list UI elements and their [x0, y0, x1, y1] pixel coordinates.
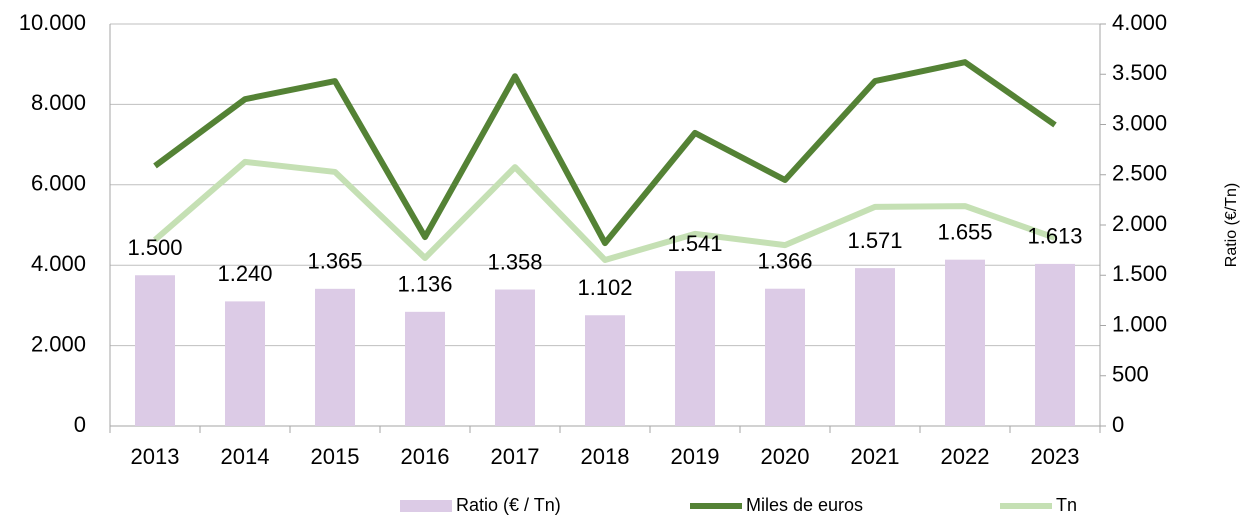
data-label: 1.655 — [937, 219, 992, 244]
bar — [945, 259, 985, 426]
data-label: 1.240 — [217, 261, 272, 286]
y2-tick-label: 1.000 — [1112, 311, 1167, 336]
bar — [675, 271, 715, 426]
x-tick-label: 2015 — [311, 444, 360, 469]
data-label: 1.365 — [307, 249, 362, 274]
line-series — [153, 158, 1056, 263]
data-label: 1.102 — [577, 275, 632, 300]
y2-tick-label: 3.000 — [1112, 110, 1167, 135]
y-tick-label: 4.000 — [31, 251, 86, 276]
x-tick-label: 2014 — [221, 444, 270, 469]
x-tick-label: 2023 — [1031, 444, 1080, 469]
y2-tick-label: 0 — [1112, 412, 1124, 437]
x-tick-label: 2017 — [491, 444, 540, 469]
y2-tick-label: 4.000 — [1112, 10, 1167, 35]
x-tick-label: 2016 — [401, 444, 450, 469]
bar — [315, 288, 355, 426]
x-tick-label: 2013 — [131, 444, 180, 469]
bar — [855, 268, 895, 426]
y2-tick-label: 2.000 — [1112, 211, 1167, 236]
y-tick-label: 0 — [74, 412, 86, 437]
legend-text: Tn — [1056, 495, 1077, 515]
legend-swatch — [400, 500, 452, 512]
bar — [495, 289, 535, 426]
data-label: 1.366 — [757, 249, 812, 274]
x-tick-label: 2020 — [761, 444, 810, 469]
y-tick-label: 10.000 — [19, 10, 86, 35]
x-tick-label: 2019 — [671, 444, 720, 469]
line-series — [153, 59, 1057, 247]
x-tick-label: 2022 — [941, 444, 990, 469]
legend-text: Ratio (€ / Tn) — [456, 495, 561, 515]
y2-axis-title: Ratio (€/Tn) — [1223, 183, 1240, 267]
x-tick-label: 2018 — [581, 444, 630, 469]
data-label: 1.500 — [127, 235, 182, 260]
y2-tick-label: 3.500 — [1112, 60, 1167, 85]
bar — [135, 275, 175, 426]
data-label: 1.571 — [847, 228, 902, 253]
bar — [1035, 263, 1075, 426]
y2-tick-label: 2.500 — [1112, 161, 1167, 186]
legend-text: Miles de euros — [746, 495, 863, 515]
bar — [225, 301, 265, 426]
y-tick-label: 6.000 — [31, 171, 86, 196]
y2-tick-label: 500 — [1112, 362, 1149, 387]
y-tick-label: 2.000 — [31, 331, 86, 356]
bar — [765, 288, 805, 426]
data-label: 1.613 — [1027, 224, 1082, 249]
data-label: 1.358 — [487, 249, 542, 274]
data-label: 1.136 — [397, 272, 452, 297]
y-tick-label: 8.000 — [31, 90, 86, 115]
y2-tick-label: 1.500 — [1112, 261, 1167, 286]
x-tick-label: 2021 — [851, 444, 900, 469]
data-label: 1.541 — [667, 231, 722, 256]
bar — [585, 315, 625, 426]
bar — [405, 311, 445, 426]
